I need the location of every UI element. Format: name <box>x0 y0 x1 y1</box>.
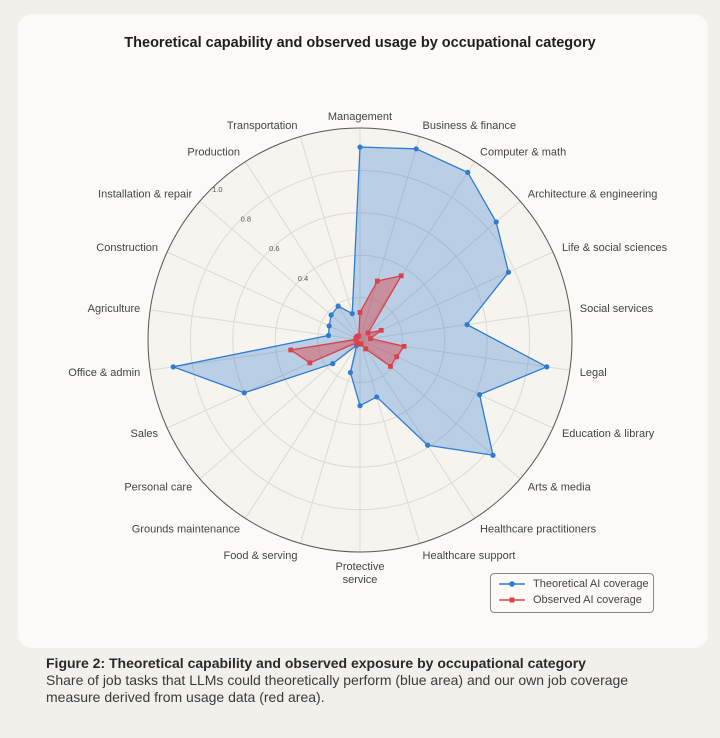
data-point <box>490 452 496 458</box>
category-label: Agriculture <box>88 303 141 315</box>
data-point <box>349 310 355 317</box>
legend-item-theoretical: Theoretical AI coverage <box>499 578 649 590</box>
radial-tick-label: 0.8 <box>241 215 251 224</box>
legend-item-observed: Observed AI coverage <box>499 594 642 606</box>
data-point <box>464 322 470 328</box>
grid-spoke <box>359 136 421 341</box>
data-point <box>505 269 512 275</box>
category-label: Personal care <box>124 482 192 494</box>
data-point <box>241 390 247 396</box>
chart-title: Theoretical capability and observed usag… <box>124 35 596 51</box>
grid-spoke <box>244 161 361 341</box>
category-label: Healthcare support <box>423 550 516 562</box>
category-label: Installation & repair <box>98 188 192 200</box>
category-label: Transportation <box>227 120 298 132</box>
data-point <box>307 360 313 366</box>
data-point <box>368 336 373 341</box>
grid-spoke <box>359 339 570 371</box>
grid-spoke <box>359 200 521 341</box>
grid-spoke <box>199 200 361 341</box>
legend: Theoretical AI coverage Observed AI cove… <box>490 573 654 613</box>
grid-spoke <box>244 339 361 519</box>
data-point <box>170 364 176 370</box>
data-point <box>374 278 380 284</box>
data-point <box>363 346 369 352</box>
category-label: Food & serving <box>223 550 297 562</box>
figure-caption-text: Share of job tasks that LLMs could theor… <box>46 672 629 705</box>
category-label: Grounds maintenance <box>132 523 240 535</box>
data-point <box>493 219 499 225</box>
data-point <box>357 403 363 409</box>
radial-tick-label: 1.0 <box>212 185 222 194</box>
data-point <box>388 363 393 369</box>
category-label: Legal <box>580 367 607 379</box>
category-label: Business & finance <box>423 120 517 132</box>
data-point <box>356 333 362 339</box>
data-point <box>288 347 294 353</box>
grid-spoke <box>359 339 421 544</box>
grid-spoke <box>150 309 361 341</box>
category-label: Protective service <box>336 561 385 586</box>
legend-marker-circle-icon <box>499 581 525 587</box>
category-label: Architecture & engineering <box>528 188 658 200</box>
data-point <box>354 340 360 346</box>
data-point <box>425 442 431 448</box>
data-point <box>357 144 363 150</box>
data-point <box>326 323 332 329</box>
grid-spoke <box>359 339 554 429</box>
legend-label: Theoretical AI coverage <box>533 578 649 590</box>
category-label: Arts & media <box>528 482 592 494</box>
outer-ring <box>147 127 573 553</box>
category-label: Management <box>328 111 392 123</box>
category-label: Social services <box>580 303 654 315</box>
legend-marker-square-icon <box>499 597 525 603</box>
grid-spoke <box>359 161 476 341</box>
data-point <box>394 354 400 360</box>
data-point <box>476 392 483 398</box>
data-point <box>357 310 363 315</box>
figure-caption-title: Figure 2: Theoretical capability and obs… <box>46 655 586 671</box>
data-point <box>328 312 334 318</box>
radial-tick-label: 0.6 <box>269 244 279 253</box>
data-point <box>413 146 419 152</box>
data-point <box>401 343 407 349</box>
category-label: Sales <box>131 428 159 440</box>
data-point <box>347 369 354 376</box>
data-point <box>325 332 332 339</box>
category-label: Life & social sciences <box>562 242 668 254</box>
category-label: Computer & math <box>480 147 566 159</box>
data-point <box>378 327 384 333</box>
category-label: Education & library <box>562 428 655 440</box>
grid-spoke <box>359 251 554 341</box>
legend-label: Observed AI coverage <box>533 594 642 606</box>
data-point <box>365 330 371 336</box>
category-label: Healthcare practitioners <box>480 523 597 535</box>
grid-spoke <box>359 339 476 519</box>
data-point <box>374 394 380 400</box>
grid-spoke <box>299 136 361 341</box>
data-point <box>330 361 336 367</box>
radial-tick-label: 0.4 <box>298 274 308 283</box>
data-point <box>335 303 341 309</box>
data-point <box>465 169 471 175</box>
data-point <box>398 273 404 279</box>
category-label: Office & admin <box>68 367 140 379</box>
data-point <box>544 364 550 370</box>
category-label: Production <box>187 147 240 159</box>
category-label: Construction <box>96 242 158 254</box>
